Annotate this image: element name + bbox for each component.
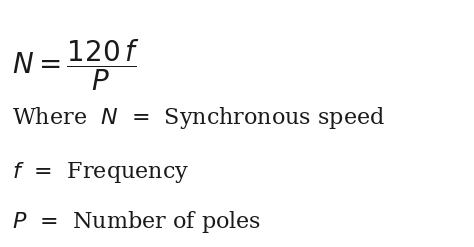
Text: $N = \dfrac{120\,f}{P}$: $N = \dfrac{120\,f}{P}$ (12, 37, 139, 93)
Text: $P$  =  Number of poles: $P$ = Number of poles (12, 209, 261, 235)
Text: Where  $N$  =  Synchronous speed: Where $N$ = Synchronous speed (12, 105, 385, 131)
Text: $f$  =  Frequency: $f$ = Frequency (12, 160, 189, 185)
